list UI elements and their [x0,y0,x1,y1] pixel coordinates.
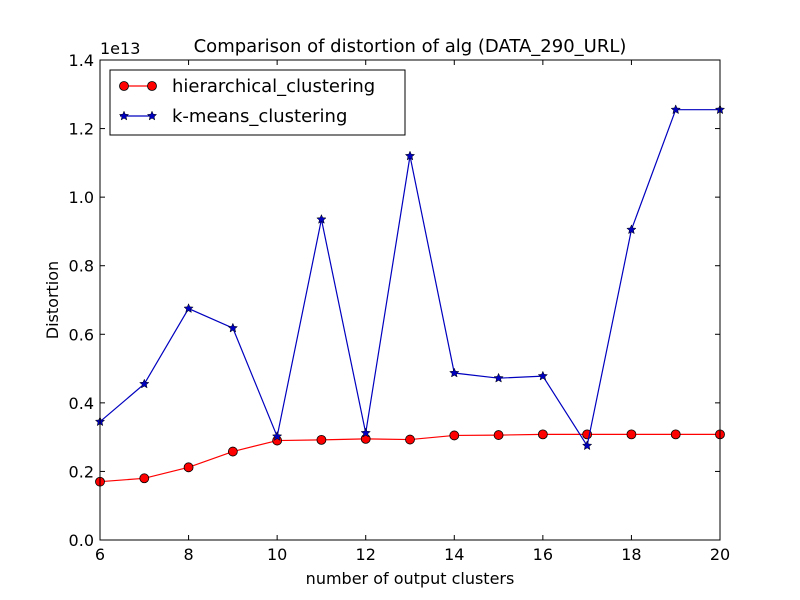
data-point-k-means-clustering [449,367,460,378]
data-point-hierarchical-clustering [670,429,681,440]
data-point-k-means-clustering [183,303,194,313]
series-layer [94,104,726,487]
x-tick-label: 8 [183,545,193,564]
data-point-k-means-clustering [670,104,681,115]
data-point-hierarchical-clustering [139,473,150,484]
legend: hierarchical_clustering k-means_clusteri… [109,69,406,136]
data-point-k-means-clustering [493,372,504,383]
legend-marker-hierarchical [147,81,157,91]
x-axis-label: number of output clusters [306,569,515,588]
y-offset-label: 1e13 [100,39,140,58]
legend-box [109,69,406,136]
x-tick-label: 10 [267,545,287,564]
plot-frame [99,59,721,541]
data-point-k-means-clustering [360,427,371,438]
data-point-k-means-clustering [316,213,327,224]
data-point-hierarchical-clustering [449,430,460,441]
data-point-hierarchical-clustering [316,434,327,445]
series-line-k-means-clustering [99,109,720,448]
data-point-k-means-clustering [537,370,549,381]
y-tick-label: 0.8 [69,257,94,276]
data-point-hierarchical-clustering [493,430,504,440]
data-point-k-means-clustering [581,440,593,451]
data-point-k-means-clustering [626,224,637,235]
y-tick-label: 0.2 [69,462,94,481]
data-point-hierarchical-clustering [626,429,637,440]
y-tick-label: 0.6 [69,325,94,344]
x-tick-label: 18 [621,545,641,564]
data-point-hierarchical-clustering [537,429,548,440]
x-tick-label: 20 [710,545,730,564]
legend-marker-hierarchical [119,81,129,91]
y-tick-label: 0.4 [69,394,94,413]
legend-marker-kmeans [118,110,130,121]
y-tick-label: 1.4 [69,51,94,70]
x-tick-label: 12 [356,545,376,564]
y-tick-label: 1.0 [69,188,94,207]
data-point-hierarchical-clustering [405,434,415,445]
x-tick-label: 14 [444,545,464,564]
x-tick-label: 16 [533,545,553,564]
data-point-hierarchical-clustering [183,462,194,473]
data-point-k-means-clustering [404,150,416,161]
legend-marker-kmeans [146,110,158,121]
legend-label-hierarchical: hierarchical_clustering [172,76,375,97]
y-tick-label: 0.0 [69,531,94,550]
data-point-k-means-clustering [271,431,283,441]
data-point-hierarchical-clustering [227,446,238,457]
y-axis-label: Distortion [43,261,62,339]
legend-label-kmeans: k-means_clustering [172,106,347,127]
data-point-hierarchical-clustering [360,433,371,444]
y-tick-label: 1.2 [69,120,94,139]
chart-title: Comparison of distortion of alg (DATA_29… [194,36,627,57]
data-point-k-means-clustering [227,322,239,333]
data-point-k-means-clustering [139,378,150,389]
axes: 6 8 10 12 14 16 18 20 0.0 0.2 0.4 0.6 0.8 1.0 1.2 1.4 [69,51,731,564]
x-tick-label: 6 [95,545,105,564]
